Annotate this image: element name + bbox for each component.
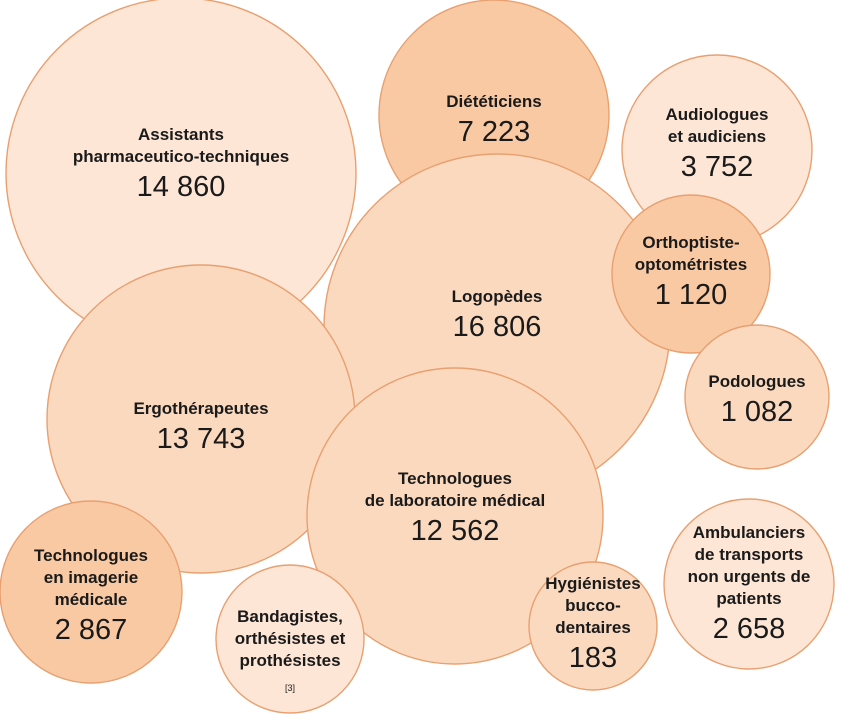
bubble-ambulanciers-de-transports-non-urgents-de-patients: Ambulanciers de transports non urgents de p…	[663, 498, 835, 670]
bubble-value-technologues-en-imagerie-medicale: 2 867	[55, 614, 128, 646]
bubble-value-logopedes: 16 806	[453, 311, 542, 343]
bubble-label-ambulanciers-de-transports-non-urgents-de-patients: Ambulanciers	[693, 523, 805, 542]
bubble-podologues: Podologues 1 082	[684, 324, 830, 470]
bubble-label-orthoptiste-optometristes: optométristes	[635, 255, 747, 274]
bubble-label-assistants-pharmaceutico-techniques: pharmaceutico-techniques	[73, 147, 289, 166]
bubble-circle-orthoptiste-optometristes	[611, 194, 771, 354]
bubble-value-ambulanciers-de-transports-non-urgents-de-patients: 2 658	[713, 613, 786, 645]
bubble-label-hygienistes-bucco-dentaires: bucco-	[565, 596, 621, 615]
bubble-label-logopedes: Logopèdes	[452, 287, 543, 306]
bubble-technologues-de-laboratoire-medical: Technologues de laboratoire médical 12 562	[306, 367, 604, 665]
bubble-value-podologues: 1 082	[721, 396, 794, 428]
bubble-label-bandagistes-orthesistes-et-prothesistes: Bandagistes,	[237, 607, 343, 626]
bubble-label-audiologues-et-audiciens: Audiologues	[666, 105, 769, 124]
bubble-value-technologues-de-laboratoire-medical: 12 562	[411, 515, 500, 547]
bubble-value-assistants-pharmaceutico-techniques: 14 860	[137, 171, 226, 203]
bubble-value-ergotherapeutes: 13 743	[157, 423, 246, 455]
bubble-note-bandagistes-orthesistes-et-prothesistes: [3]	[285, 683, 295, 693]
bubble-label-audiologues-et-audiciens: et audiciens	[668, 127, 766, 146]
bubble-label-dieteticiens: Diététiciens	[446, 92, 541, 111]
bubble-technologues-en-imagerie-medicale: Technologues en imagerie médicale 2 867	[0, 500, 183, 684]
bubble-circle-bandagistes-orthesistes-et-prothesistes	[215, 564, 365, 714]
bubble-label-technologues-de-laboratoire-medical: Technologues	[398, 469, 512, 488]
bubble-label-assistants-pharmaceutico-techniques: Assistants	[138, 125, 224, 144]
bubble-circle-hygienistes-bucco-dentaires	[528, 561, 658, 691]
bubble-bandagistes-orthesistes-et-prothesistes: Bandagistes, orthésistes et prothésistes [3…	[215, 564, 365, 714]
bubble-orthoptiste-optometristes: Orthoptiste-optométristes 1 120	[611, 194, 771, 354]
bubble-label-bandagistes-orthesistes-et-prothesistes: prothésistes	[239, 651, 340, 670]
bubble-label-technologues-en-imagerie-medicale: médicale	[55, 590, 128, 609]
bubble-label-ambulanciers-de-transports-non-urgents-de-patients: de transports	[695, 545, 804, 564]
bubble-label-ambulanciers-de-transports-non-urgents-de-patients: patients	[716, 589, 781, 608]
bubble-assistants-pharmaceutico-techniques: Assistants pharmaceutico-techniques 14 860	[5, 0, 357, 349]
bubble-label-ergotherapeutes: Ergothérapeutes	[133, 399, 268, 418]
bubble-hygienistes-bucco-dentaires: Hygiénistes bucco-dentaires 183	[528, 561, 658, 691]
bubble-value-dieteticiens: 7 223	[458, 116, 531, 148]
bubble-circle-technologues-en-imagerie-medicale	[0, 500, 183, 684]
bubble-label-ambulanciers-de-transports-non-urgents-de-patients: non urgents de	[688, 567, 811, 586]
bubble-label-technologues-en-imagerie-medicale: Technologues	[34, 546, 148, 565]
bubble-label-hygienistes-bucco-dentaires: Hygiénistes	[545, 574, 640, 593]
bubble-value-orthoptiste-optometristes: 1 120	[655, 279, 728, 311]
bubble-ergotherapeutes: Ergothérapeutes 13 743	[46, 264, 356, 574]
bubble-label-bandagistes-orthesistes-et-prothesistes: orthésistes et	[235, 629, 346, 648]
bubble-circle-podologues	[684, 324, 830, 470]
bubble-label-technologues-en-imagerie-medicale: en imagerie	[44, 568, 139, 587]
bubble-label-podologues: Podologues	[708, 372, 805, 391]
bubble-label-hygienistes-bucco-dentaires: dentaires	[555, 618, 631, 637]
bubble-circle-technologues-de-laboratoire-medical	[306, 367, 604, 665]
bubble-value-audiologues-et-audiciens: 3 752	[681, 151, 754, 183]
bubble-value-hygienistes-bucco-dentaires: 183	[569, 642, 617, 674]
bubble-circle-ambulanciers-de-transports-non-urgents-de-patients	[663, 498, 835, 670]
bubble-label-technologues-de-laboratoire-medical: de laboratoire médical	[365, 491, 545, 510]
bubble-label-orthoptiste-optometristes: Orthoptiste-	[642, 233, 739, 252]
